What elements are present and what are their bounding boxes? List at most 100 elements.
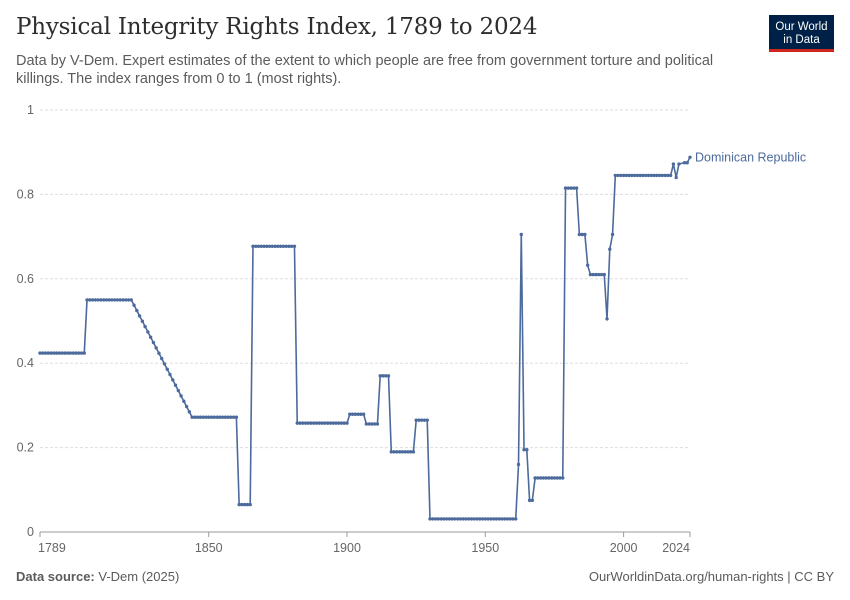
grid-layer: [40, 109, 690, 449]
data-point: [154, 346, 158, 350]
data-point: [85, 298, 89, 302]
data-point: [514, 517, 518, 521]
data-point: [494, 517, 499, 521]
series-line-dominican-republic: [40, 156, 691, 520]
data-point: [389, 450, 393, 454]
data-point: [254, 244, 258, 249]
data-point: [588, 272, 593, 277]
data-point: [420, 418, 424, 422]
data-point: [497, 517, 501, 521]
data-point: [110, 298, 114, 302]
data-point: [572, 186, 576, 190]
data-point: [52, 351, 56, 355]
data-point: [525, 448, 529, 452]
data-point: [298, 421, 302, 425]
data-point: [580, 232, 584, 237]
data-point: [378, 374, 382, 378]
data-point: [428, 517, 432, 521]
data-point: [372, 422, 377, 426]
data-point: [204, 415, 208, 419]
data-point: [207, 415, 211, 419]
data-point: [251, 244, 255, 249]
data-point: [566, 186, 570, 190]
data-point: [467, 517, 471, 521]
data-point: [160, 356, 164, 361]
data-point: [88, 298, 92, 302]
data-point: [303, 421, 308, 425]
data-point: [464, 517, 468, 521]
data-point: [38, 351, 42, 355]
data-point: [301, 421, 305, 425]
data-source-value[interactable]: V-Dem (2025): [98, 569, 180, 584]
data-point: [505, 517, 510, 521]
data-point: [370, 422, 374, 426]
data-point: [500, 517, 504, 521]
data-point: [519, 232, 523, 237]
y-tick-label: 0.8: [17, 187, 34, 201]
data-point: [292, 244, 297, 249]
data-point: [375, 422, 380, 426]
data-point: [193, 415, 197, 419]
data-point: [655, 173, 659, 178]
data-point: [613, 173, 618, 178]
x-tick-label: 1900: [333, 541, 361, 555]
data-point: [688, 155, 692, 159]
data-point: [212, 415, 216, 419]
data-point: [469, 517, 474, 521]
data-point: [151, 340, 156, 345]
data-point: [541, 476, 546, 480]
data-point: [265, 244, 269, 249]
data-point: [278, 244, 283, 249]
data-point: [411, 450, 416, 454]
data-point: [143, 324, 147, 329]
data-point: [638, 173, 642, 178]
data-point: [231, 415, 236, 419]
data-point: [392, 450, 396, 454]
data-point: [489, 517, 493, 521]
data-point: [630, 173, 634, 178]
data-point: [555, 476, 559, 480]
data-point: [663, 173, 667, 178]
data-point: [218, 415, 222, 419]
data-point: [135, 308, 139, 313]
data-point: [101, 298, 106, 302]
data-point: [173, 383, 178, 387]
data-point: [312, 421, 316, 425]
y-tick-label: 0.4: [17, 356, 34, 370]
data-point: [657, 173, 662, 178]
data-point: [544, 476, 548, 480]
data-point: [248, 502, 252, 507]
series-layer: [38, 155, 692, 521]
footer-license[interactable]: OurWorldinData.org/human-rights | CC BY: [588, 569, 834, 584]
data-point: [608, 247, 612, 251]
data-point: [569, 186, 573, 190]
data-point: [444, 517, 449, 521]
owid-logo[interactable]: Our World in Data: [769, 15, 834, 52]
data-point: [270, 244, 275, 249]
logo-line-1: Our World: [775, 21, 828, 33]
data-point: [242, 502, 247, 507]
data-point: [367, 422, 371, 426]
data-point: [583, 232, 587, 237]
data-point: [619, 173, 623, 178]
data-point: [597, 272, 601, 277]
logo-line-2: in Data: [783, 33, 820, 46]
data-point: [82, 351, 86, 355]
data-point: [632, 173, 637, 178]
data-point: [652, 173, 656, 178]
data-point: [348, 412, 352, 416]
data-point: [273, 244, 277, 249]
data-point: [635, 173, 640, 178]
data-point: [442, 517, 446, 521]
data-point: [666, 173, 670, 178]
data-point: [472, 517, 476, 521]
data-point: [668, 173, 673, 178]
data-point: [594, 272, 598, 277]
data-point: [245, 502, 250, 507]
data-point: [616, 173, 620, 178]
data-point: [439, 517, 443, 521]
x-tick-label: 2000: [610, 541, 638, 555]
data-point: [195, 415, 200, 419]
data-point: [71, 351, 75, 355]
data-point: [458, 517, 463, 521]
